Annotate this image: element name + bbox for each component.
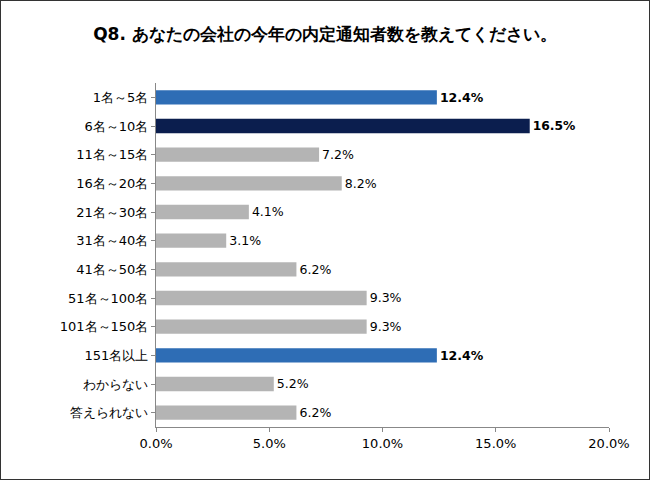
svg-text:9.3%: 9.3% (370, 319, 402, 334)
svg-text:5.0%: 5.0% (253, 436, 286, 451)
svg-text:3.1%: 3.1% (229, 233, 261, 248)
svg-text:4.1%: 4.1% (252, 204, 284, 219)
svg-text:16名～20名: 16名～20名 (76, 176, 148, 191)
svg-text:6.2%: 6.2% (299, 262, 331, 277)
svg-text:21名～30名: 21名～30名 (76, 205, 148, 220)
svg-text:6名～10名: 6名～10名 (85, 119, 149, 134)
svg-text:20.0%: 20.0% (588, 436, 629, 451)
svg-text:Q8. あなたの会社の今年の内定通知者数を教えてください。: Q8. あなたの会社の今年の内定通知者数を教えてください。 (93, 24, 557, 44)
svg-text:41名～50名: 41名～50名 (76, 262, 148, 277)
svg-text:0.0%: 0.0% (139, 436, 172, 451)
svg-text:5.2%: 5.2% (277, 376, 309, 391)
svg-text:31名～40名: 31名～40名 (76, 233, 148, 248)
svg-text:15.0%: 15.0% (475, 436, 516, 451)
svg-text:9.3%: 9.3% (370, 290, 402, 305)
svg-text:101名～150名: 101名～150名 (60, 319, 149, 334)
svg-text:16.5%: 16.5% (533, 119, 576, 133)
svg-text:6.2%: 6.2% (299, 405, 331, 420)
svg-text:151名以上: 151名以上 (85, 348, 149, 363)
svg-text:7.2%: 7.2% (322, 147, 354, 162)
svg-text:わからない: わからない (83, 377, 148, 392)
svg-text:11名～15名: 11名～15名 (76, 147, 148, 162)
svg-text:10.0%: 10.0% (362, 436, 403, 451)
svg-text:51名～100名: 51名～100名 (68, 291, 148, 306)
svg-text:12.4%: 12.4% (440, 348, 484, 363)
svg-text:1名～5名: 1名～5名 (93, 90, 149, 105)
svg-text:8.2%: 8.2% (345, 176, 377, 191)
svg-text:12.4%: 12.4% (440, 90, 484, 105)
svg-text:答えられない: 答えられない (70, 405, 148, 420)
